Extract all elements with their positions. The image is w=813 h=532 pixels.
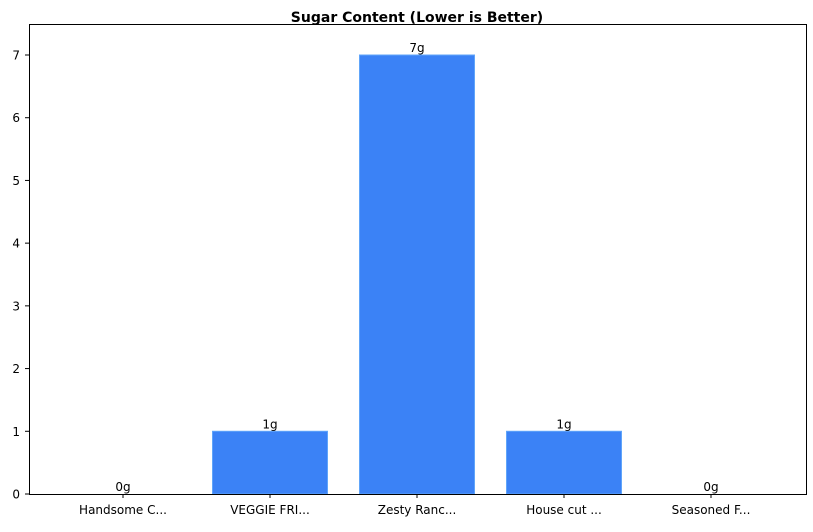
- y-tick-label: 6: [12, 111, 20, 125]
- y-axis: 0 1 2 3 4 5 6 7: [12, 49, 30, 502]
- y-tick-label: 7: [12, 49, 20, 63]
- y-tick-label: 4: [12, 237, 20, 251]
- x-axis: Handsome C... VEGGIE FRI... Zesty Ranc... H…: [79, 494, 750, 517]
- x-tick-label: Seasoned F...: [672, 503, 751, 517]
- bar: [212, 430, 328, 495]
- bar-value-label: 1g: [262, 417, 277, 431]
- plot-frame: [29, 24, 807, 495]
- y-tick-label: 5: [12, 174, 20, 188]
- y-tick-label: 3: [12, 299, 20, 313]
- x-tick-label: House cut ...: [526, 503, 602, 517]
- y-tick-label: 2: [12, 362, 20, 376]
- bar-value-label: 0g: [703, 480, 718, 494]
- bar-value-label: 1g: [556, 417, 571, 431]
- y-tick-label: 0: [12, 488, 20, 502]
- bar-value-label: 0g: [115, 480, 130, 494]
- x-tick-label: VEGGIE FRI...: [230, 503, 310, 517]
- bar-value-label: 7g: [409, 41, 424, 55]
- bars: 0g 1g 7g 1g 0g: [115, 41, 719, 495]
- x-tick-label: Zesty Ranc...: [378, 503, 457, 517]
- bar: [506, 430, 622, 495]
- bar: [359, 54, 475, 495]
- y-tick-label: 1: [12, 425, 20, 439]
- chart-title: Sugar Content (Lower is Better): [291, 10, 543, 26]
- x-tick-label: Handsome C...: [79, 503, 167, 517]
